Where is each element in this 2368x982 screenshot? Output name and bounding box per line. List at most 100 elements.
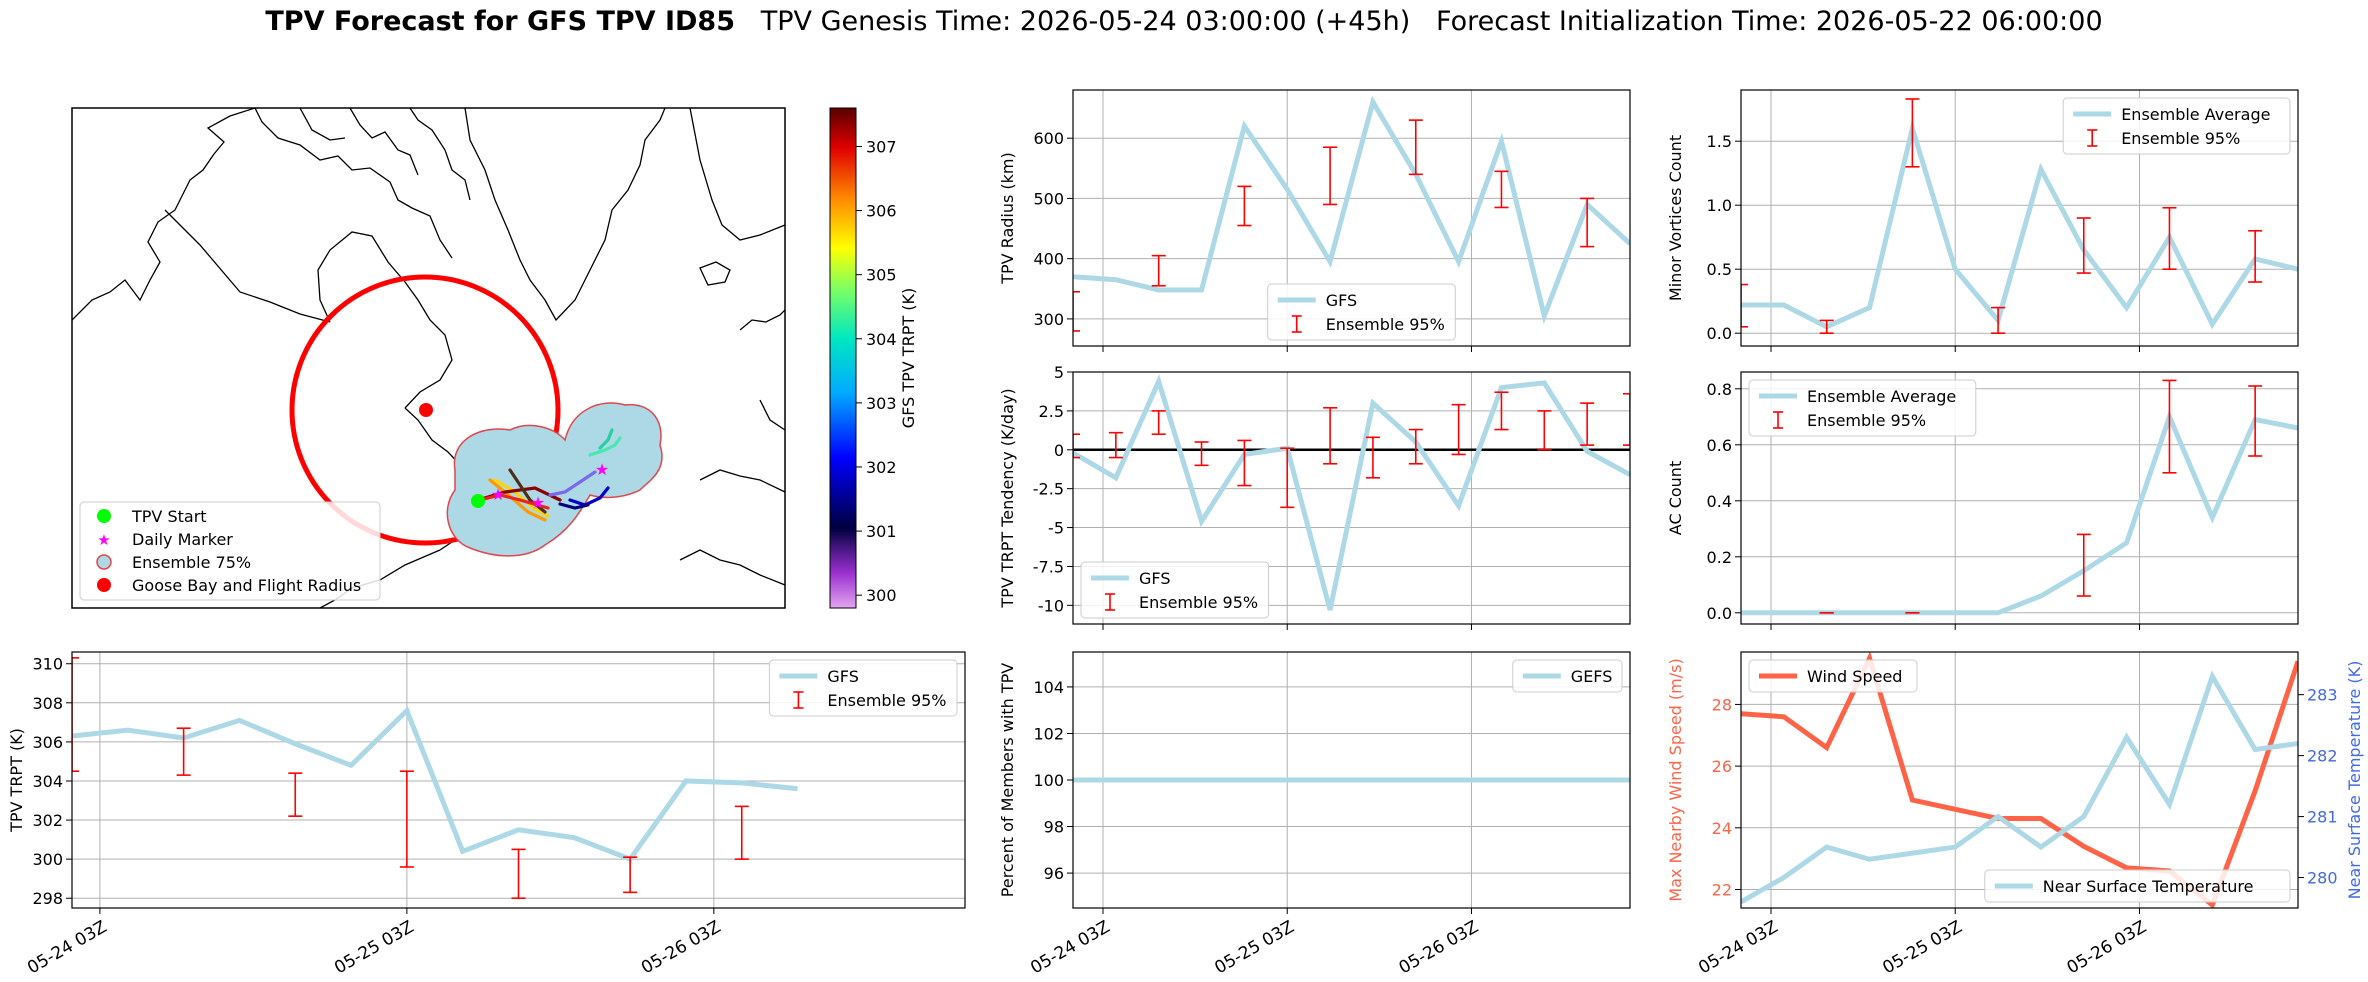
- y-tick-label: 22: [1712, 880, 1732, 899]
- legend-errorbar-swatch: [1105, 593, 1115, 611]
- colorbar-tick-label: 303: [866, 394, 897, 413]
- ensemble-errorbar: [1365, 436, 1380, 479]
- map-legend: TPV Start ★ Daily Marker Ensemble 75% Go…: [79, 501, 381, 601]
- y-tick-label: 600: [1033, 129, 1064, 148]
- daily-marker-2: ★: [531, 493, 545, 512]
- legend-goose-bay-marker: [97, 578, 111, 592]
- y2-axis-label: Near Surface Temperature (K): [2345, 661, 2364, 900]
- y-tick-label: 300: [1033, 310, 1064, 329]
- legend: Ensemble Average Ensemble 95%: [2062, 97, 2291, 155]
- ensemble-errorbar: [2162, 206, 2177, 271]
- legend: GFS Ensemble 95%: [768, 659, 958, 717]
- colorbar: [829, 107, 857, 609]
- ensemble-errorbar: [2076, 533, 2091, 597]
- y-tick-label: 0.0: [1707, 324, 1732, 343]
- colorbar-tick-label: 300: [866, 586, 897, 605]
- coastline-arctic: [254, 108, 453, 259]
- ensemble-errorbar: [1819, 319, 1834, 335]
- ensemble-errorbar: [2248, 385, 2263, 457]
- title-bold: TPV Forecast for GFS TPV ID85: [265, 6, 735, 37]
- legend-label: Near Surface Temperature: [2043, 877, 2254, 896]
- legend-errorbar-swatch: [793, 691, 804, 709]
- legend: Ensemble Average Ensemble 95%: [1748, 379, 1977, 437]
- y-axis-label: Percent of Members with TPV: [998, 663, 1017, 897]
- coastline-arctic-islands: [299, 108, 471, 201]
- daily-marker-1: ★: [491, 485, 505, 504]
- y-tick-label: 100: [1033, 771, 1064, 790]
- y-axis-label: Max Nearby Wind Speed (m/s): [1666, 658, 1685, 901]
- ensemble-errorbar: [1073, 433, 1080, 459]
- y-axis-label: Minor Vortices Count: [1666, 135, 1685, 301]
- y-axis-label: TPV TRPT Tendency (K/day): [998, 388, 1017, 608]
- legend-tpv-start-marker: [97, 509, 111, 523]
- ensemble-errorbar: [1537, 410, 1552, 451]
- map-figure: ★ ★ ★ TPV Start ★ Daily Marker Ensemble …: [71, 107, 918, 609]
- legend-daily-marker: Daily Marker: [132, 530, 233, 549]
- ensemble-errorbar: [1323, 146, 1338, 206]
- goose-bay-marker: [419, 403, 433, 417]
- y-tick-label: 0.2: [1707, 548, 1732, 567]
- ensemble-errorbar: [1280, 447, 1295, 509]
- y-tick-label: 298: [32, 889, 63, 908]
- y-tick-label: 102: [1033, 724, 1064, 743]
- legend-label: Ensemble Average: [2121, 105, 2270, 124]
- y-tick-label: 0.6: [1707, 436, 1732, 455]
- y-tick-label: 306: [32, 733, 63, 752]
- legend-errorbar-swatch: [1291, 315, 1302, 333]
- y-axis-label: AC Count: [1666, 461, 1685, 535]
- title-rest: TPV Genesis Time: 2026-05-24 03:00:00 (+…: [735, 6, 2103, 37]
- legend-box: [1748, 659, 1918, 693]
- y2-tick-label: 281: [2307, 808, 2338, 827]
- chart-frame: [1740, 89, 2299, 347]
- ensemble-errorbar: [1580, 197, 1595, 248]
- tpv-start-marker: [471, 494, 485, 508]
- ensemble-errorbar: [1194, 441, 1209, 467]
- y-tick-label: 0.5: [1707, 260, 1732, 279]
- wind-speed-line: [1741, 652, 2298, 908]
- x-tick-label: 05-26 03Z: [638, 917, 724, 978]
- ensemble-tracks: [476, 428, 622, 522]
- ensemble-errorbar: [1905, 98, 1920, 168]
- temperature-line: [1741, 670, 2298, 905]
- chart-plot-area: [1741, 652, 2298, 908]
- x-tick-label: 05-24 03Z: [1027, 917, 1113, 978]
- colorbar-tick-label: 302: [866, 458, 897, 477]
- legend-label: Ensemble 95%: [1807, 411, 1926, 430]
- ensemble-errorbar: [1237, 439, 1252, 487]
- colorbar-tick-label: 307: [866, 137, 897, 156]
- legend: GEFS: [1512, 659, 1623, 693]
- ensemble-errorbar: [1494, 391, 1509, 431]
- ensemble-errorbar: [176, 727, 191, 776]
- legend-label: GEFS: [1571, 667, 1613, 686]
- x-tick-label: 05-24 03Z: [1695, 917, 1781, 978]
- ensemble-errorbar: [72, 657, 79, 773]
- y-tick-label: 28: [1712, 695, 1732, 714]
- y-tick-label: 0.4: [1707, 492, 1732, 511]
- y2-tick-label: 283: [2307, 686, 2338, 705]
- x-tick-label: 05-25 03Z: [331, 917, 417, 978]
- chart-plot-area: [1073, 374, 1630, 611]
- daily-marker-3: ★: [595, 460, 609, 479]
- legend: Near Surface Temperature: [1984, 869, 2291, 903]
- chart-minor: 0.0 0.5 1.0 1.5 Minor Vortices Count Ensemble…: [1666, 89, 2299, 352]
- ensemble-errorbar: [1408, 119, 1423, 176]
- chart-frame: [71, 651, 966, 909]
- y-tick-label: 2.5: [1039, 402, 1064, 421]
- x-tick-label: 05-26 03Z: [2064, 917, 2150, 978]
- y-tick-label: 300: [32, 850, 63, 869]
- colorbar-tick-label: 306: [866, 202, 897, 221]
- y-tick-label: 104: [1033, 678, 1064, 697]
- coastline-iceland: [699, 261, 731, 286]
- y-tick-label: -7.5: [1033, 557, 1064, 576]
- chart-trpt: 298 300 302 304 306 308 310 05-24 03Z 05-25 03Z 0…: [7, 651, 966, 978]
- chart-tendency: -10 -7.5 -5 -2.5 0 2.5 5 TPV TRPT Tendency (K/d…: [998, 363, 1631, 630]
- ensemble-errorbar: [1073, 290, 1080, 332]
- legend-label: Ensemble Average: [1807, 387, 1956, 406]
- y-tick-label: -2.5: [1033, 480, 1064, 499]
- colorbar-tick-label: 304: [866, 330, 897, 349]
- legend-ensemble-75: Ensemble 75%: [132, 553, 251, 572]
- chart-frame: [1740, 651, 2299, 909]
- chart-plot-area: [1741, 98, 2298, 335]
- legend-box: [2062, 97, 2291, 155]
